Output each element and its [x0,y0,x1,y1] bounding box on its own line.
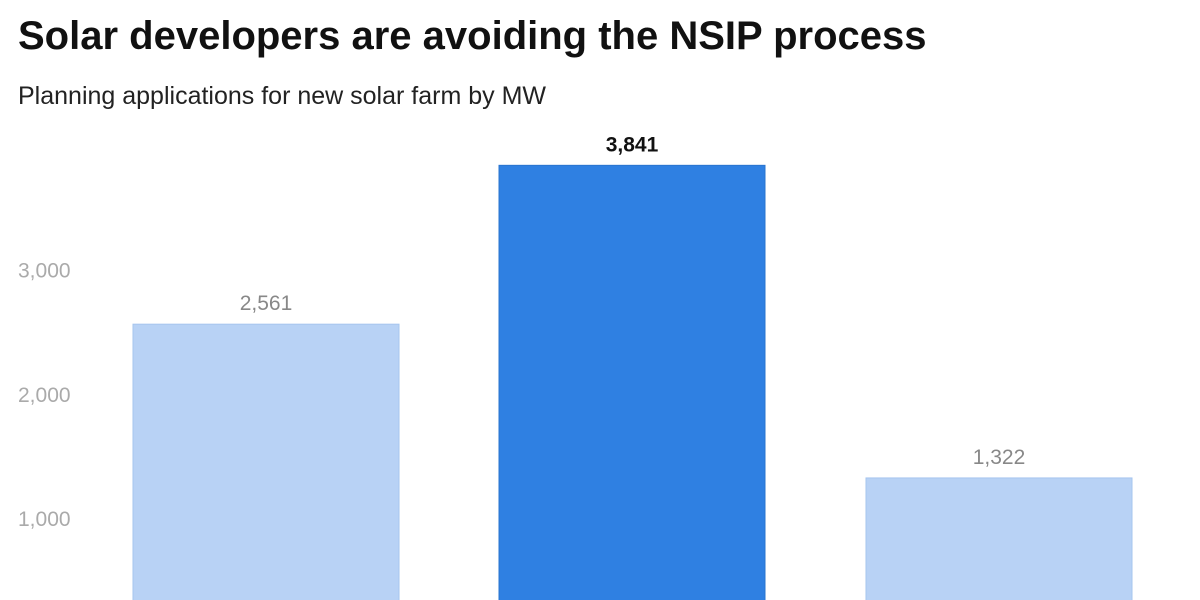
y-tick-label: 3,000 [18,260,71,283]
bar [498,164,766,600]
bar-value-label: 2,561 [240,292,293,315]
bar [132,323,400,600]
y-tick-label: 2,000 [18,384,71,407]
bar-value-label: 3,841 [606,133,659,156]
chart-title: Solar developers are avoiding the NSIP p… [18,14,927,58]
chart-subtitle: Planning applications for new solar farm… [18,82,547,110]
y-tick-label: 1,000 [18,508,71,531]
bar [865,477,1133,600]
bar-value-label: 1,322 [973,446,1026,469]
